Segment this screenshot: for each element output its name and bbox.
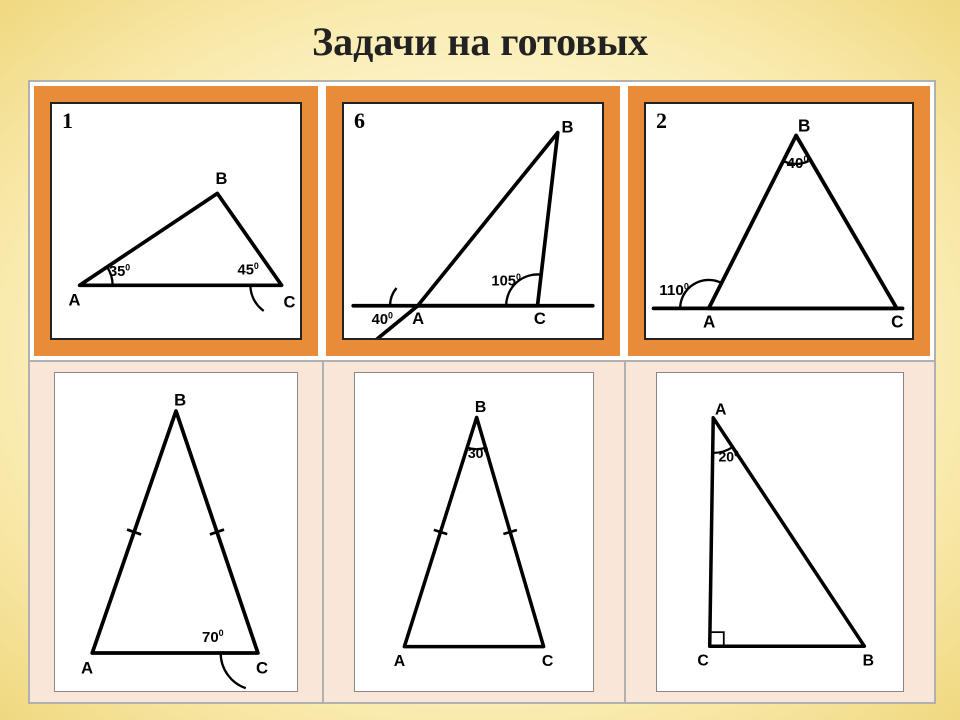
panel-5: 300 A B C bbox=[322, 360, 624, 702]
svg-text:A: A bbox=[715, 401, 726, 418]
svg-text:300: 300 bbox=[468, 445, 489, 461]
svg-text:A: A bbox=[81, 658, 93, 677]
page-title: Задачи на готовых bbox=[0, 18, 960, 65]
svg-text:B: B bbox=[475, 399, 486, 416]
panel-6-svg: 400 1050 A B C bbox=[344, 104, 602, 338]
svg-text:A: A bbox=[412, 309, 424, 328]
panel-6-canvas: 6 4001050ABC bbox=[342, 102, 604, 340]
panel-4: 700 A B C bbox=[30, 360, 322, 702]
svg-text:200: 200 bbox=[719, 448, 740, 464]
svg-text:1050: 1050 bbox=[491, 272, 521, 290]
svg-text:C: C bbox=[283, 292, 295, 311]
page: Задачи на готовых 1 350450ABC 6 4001050A… bbox=[0, 0, 960, 720]
panel-4-svg: 700 A B C bbox=[55, 373, 297, 691]
panel-4-canvas: 700 A B C bbox=[54, 372, 298, 692]
panel-1-canvas: 1 350450ABC bbox=[50, 102, 302, 340]
panel-7: 200 A B C bbox=[624, 360, 934, 702]
panel-grid: 1 350450ABC 6 4001050ABC 2 4001100ABC bbox=[28, 80, 936, 704]
panel-1-frame: 1 350450ABC bbox=[34, 86, 318, 356]
svg-text:400: 400 bbox=[372, 311, 393, 329]
svg-text:1100: 1100 bbox=[659, 281, 689, 299]
svg-text:B: B bbox=[863, 653, 874, 670]
panel-1-svg: 350 450 A B C bbox=[52, 104, 300, 338]
svg-text:C: C bbox=[891, 312, 903, 331]
panel-6: 6 4001050ABC bbox=[322, 82, 624, 360]
svg-text:C: C bbox=[542, 653, 554, 670]
panel-5-svg: 300 A B C bbox=[355, 373, 593, 691]
svg-text:400: 400 bbox=[787, 154, 809, 172]
panel-2-svg: 400 1100 A B C bbox=[646, 104, 912, 338]
panel-7-svg: 200 A B C bbox=[657, 373, 903, 691]
svg-text:B: B bbox=[215, 169, 227, 188]
svg-text:C: C bbox=[534, 309, 546, 328]
panel-2: 2 4001100ABC bbox=[624, 82, 934, 360]
panel-5-canvas: 300 A B C bbox=[354, 372, 594, 692]
panel-6-frame: 6 4001050ABC bbox=[326, 86, 620, 356]
panel-7-canvas: 200 A B C bbox=[656, 372, 904, 692]
svg-text:B: B bbox=[561, 118, 573, 137]
panel-1: 1 350450ABC bbox=[30, 82, 322, 360]
svg-text:450: 450 bbox=[238, 261, 259, 279]
svg-text:A: A bbox=[394, 653, 406, 670]
panel-2-canvas: 2 4001100ABC bbox=[644, 102, 914, 340]
svg-text:A: A bbox=[69, 291, 81, 310]
svg-text:700: 700 bbox=[202, 628, 224, 646]
svg-text:C: C bbox=[697, 653, 708, 670]
svg-text:350: 350 bbox=[109, 263, 130, 281]
svg-text:B: B bbox=[798, 117, 810, 136]
panel-2-frame: 2 4001100ABC bbox=[628, 86, 930, 356]
svg-text:A: A bbox=[703, 312, 715, 331]
svg-text:C: C bbox=[256, 658, 268, 677]
svg-text:B: B bbox=[174, 390, 186, 409]
